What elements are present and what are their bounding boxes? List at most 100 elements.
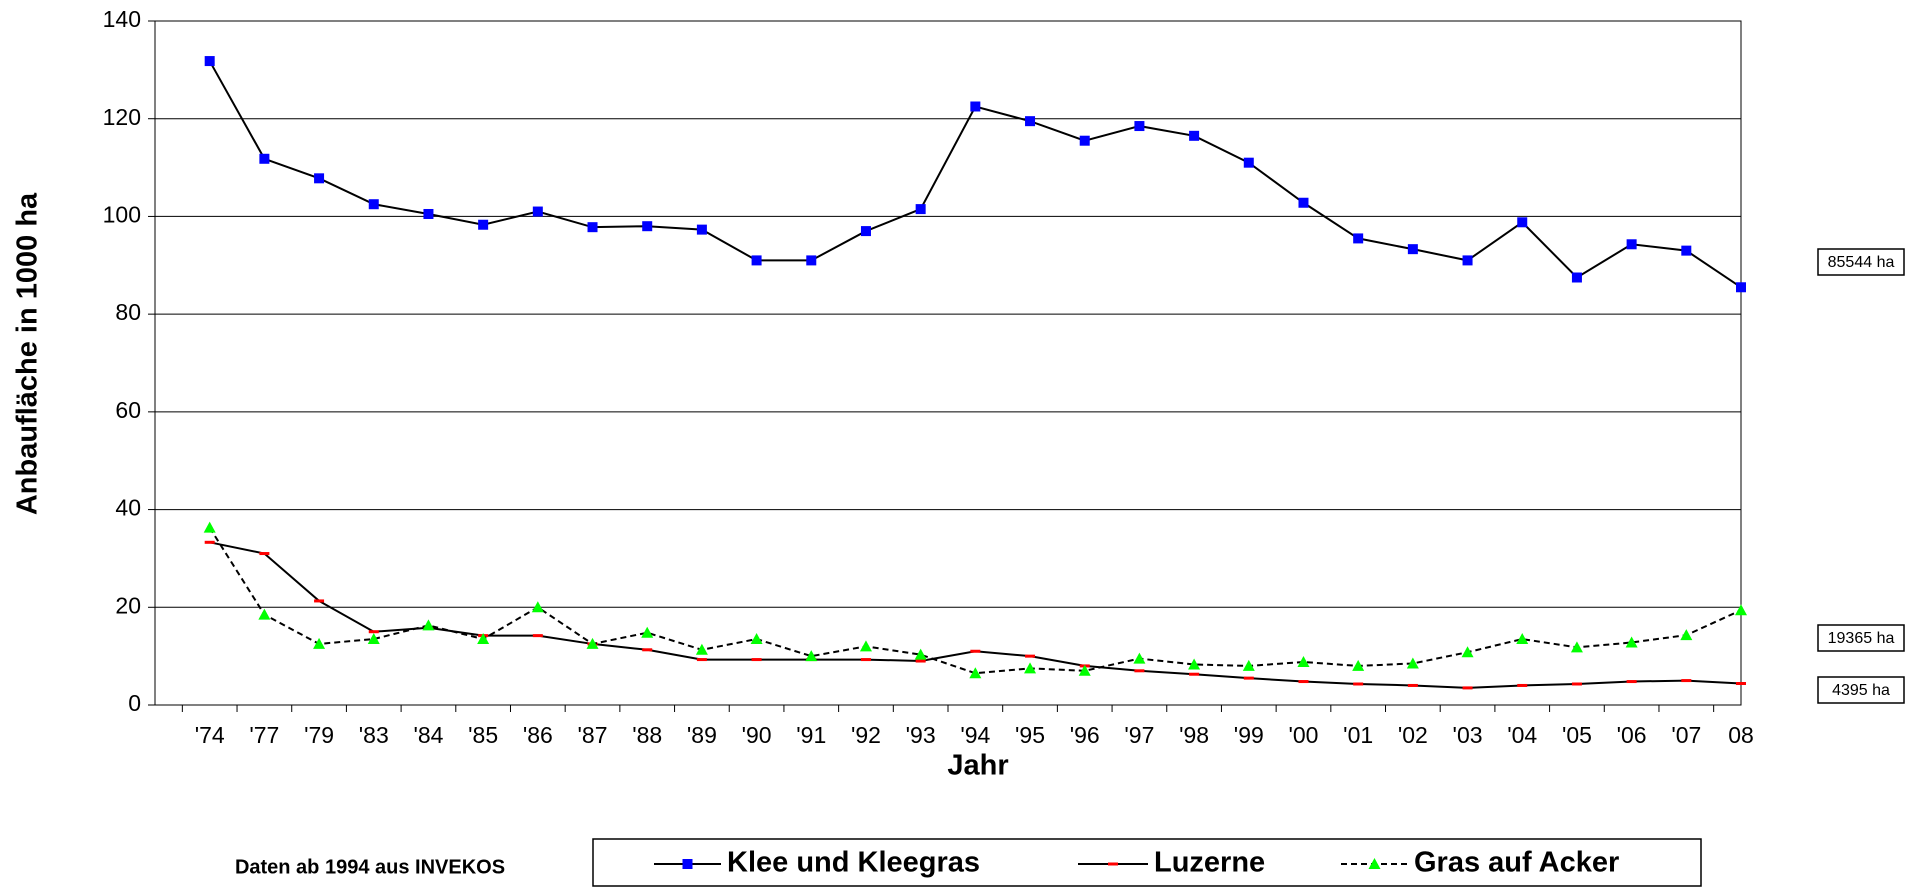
point	[1368, 858, 1381, 869]
point	[1353, 233, 1364, 244]
x-tick-label: '07	[1671, 722, 1701, 748]
point	[368, 630, 379, 634]
y-tick-label: 140	[103, 6, 141, 32]
point	[860, 226, 871, 237]
point	[314, 173, 325, 184]
x-tick-label: '85	[468, 722, 498, 748]
point	[1134, 121, 1145, 132]
point	[642, 221, 653, 232]
point	[1407, 244, 1418, 255]
source-note: Daten ab 1994 aus INVEKOS	[235, 856, 505, 878]
annotation: 19365 ha	[1828, 630, 1895, 647]
point	[1516, 633, 1529, 645]
x-tick-label: '79	[304, 722, 334, 748]
legend-label: Gras auf Acker	[1414, 847, 1619, 879]
x-tick-label: '83	[359, 722, 389, 748]
point	[806, 255, 817, 266]
point	[1736, 682, 1746, 686]
point	[532, 206, 543, 217]
point	[1625, 636, 1638, 648]
point	[422, 619, 435, 631]
point	[969, 667, 982, 679]
point	[1024, 662, 1037, 674]
point	[1626, 239, 1637, 250]
x-tick-label: '91	[796, 722, 826, 748]
point	[860, 658, 871, 662]
x-tick-label: '05	[1562, 722, 1592, 748]
point	[1735, 604, 1747, 616]
point	[1517, 217, 1528, 228]
y-tick-label: 20	[115, 592, 141, 618]
point	[1406, 657, 1419, 669]
x-tick-label: '93	[906, 722, 936, 748]
series-line	[209, 541, 1742, 689]
point	[1243, 676, 1254, 680]
x-tick-label: '04	[1507, 722, 1537, 748]
point	[751, 255, 762, 266]
point	[641, 626, 654, 638]
point	[1570, 641, 1583, 653]
point	[1133, 652, 1146, 664]
legend-label: Luzerne	[1154, 847, 1265, 879]
point	[532, 634, 543, 638]
point	[696, 224, 707, 235]
point	[1298, 680, 1309, 684]
y-tick-label: 80	[115, 299, 141, 325]
plot-area	[154, 20, 1742, 706]
point	[478, 219, 489, 230]
point	[1243, 157, 1254, 168]
point	[313, 637, 326, 649]
point	[587, 222, 598, 233]
point	[1571, 272, 1582, 283]
annotation: 85544 ha	[1828, 254, 1895, 271]
x-tick-label: '06	[1617, 722, 1647, 748]
x-tick-label: '90	[742, 722, 772, 748]
x-tick-label: '88	[632, 722, 662, 748]
point	[1736, 282, 1746, 293]
y-tick-label: 100	[103, 202, 141, 228]
annotation-box	[1817, 248, 1905, 276]
point	[1189, 130, 1200, 141]
point	[696, 658, 707, 662]
point	[915, 204, 926, 215]
point	[1681, 679, 1692, 683]
point	[1681, 245, 1692, 256]
annotation-box	[1817, 676, 1905, 704]
annotation-box	[1817, 624, 1905, 652]
point	[642, 648, 653, 652]
x-tick-label: '95	[1015, 722, 1045, 748]
point	[367, 633, 380, 645]
point	[805, 650, 818, 662]
series-line	[208, 527, 1742, 675]
point	[1626, 680, 1637, 684]
x-tick-label: '87	[578, 722, 608, 748]
x-tick-label: '98	[1179, 722, 1209, 748]
point	[1461, 646, 1474, 658]
point	[314, 599, 325, 603]
x-tick-label: '84	[413, 722, 443, 748]
x-tick-label: '00	[1288, 722, 1318, 748]
y-tick-label: 120	[103, 104, 141, 130]
x-tick-label: '92	[851, 722, 881, 748]
x-tick-label: '94	[960, 722, 990, 748]
legend-box	[592, 838, 1702, 887]
point	[258, 608, 271, 620]
point	[1079, 135, 1090, 146]
point	[695, 643, 708, 655]
x-tick-label: '77	[249, 722, 279, 748]
x-tick-label: '03	[1453, 722, 1483, 748]
x-tick-label: '86	[523, 722, 553, 748]
point	[1407, 683, 1418, 687]
point	[1462, 686, 1473, 690]
x-tick-label: '74	[195, 722, 225, 748]
point	[1353, 682, 1364, 686]
point	[915, 659, 926, 663]
point	[1680, 629, 1693, 641]
x-tick-label: '02	[1398, 722, 1428, 748]
point	[1025, 654, 1036, 658]
y-tick-label: 0	[128, 690, 141, 716]
point	[423, 208, 434, 219]
y-tick-label: 40	[115, 495, 141, 521]
point	[1462, 255, 1473, 266]
